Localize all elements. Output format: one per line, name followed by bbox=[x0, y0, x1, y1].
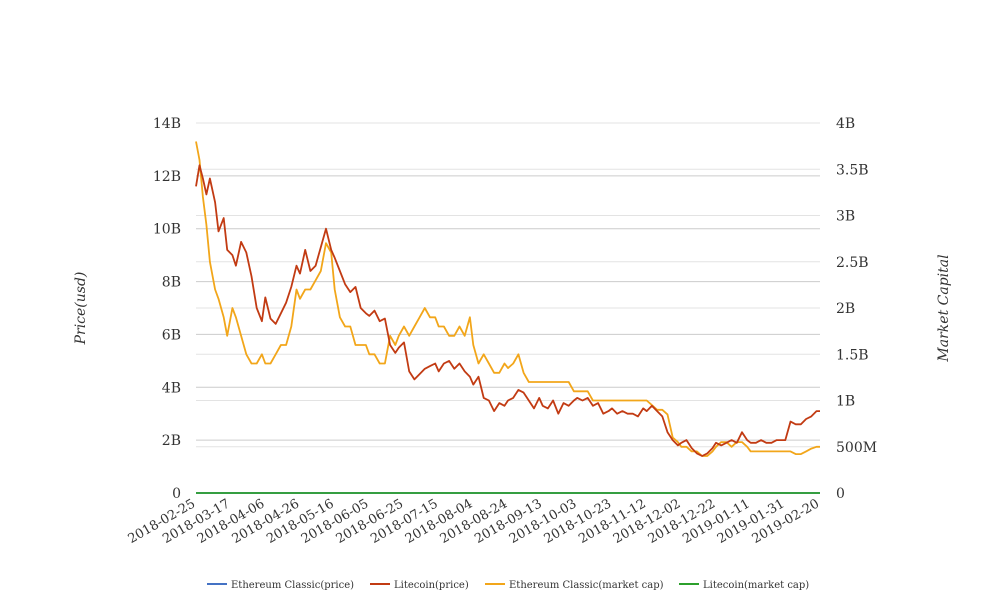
right-axis-title: Market Capital bbox=[936, 254, 952, 362]
legend-label: Ethereum Classic(price) bbox=[231, 580, 354, 591]
left-tick-label: 14B bbox=[153, 116, 181, 132]
right-tick-label: 4B bbox=[836, 116, 855, 132]
left-tick-label: 6B bbox=[162, 327, 181, 343]
left-axis-ticks: 0 2B 4B 6B 8B 10B 12B 14B bbox=[153, 116, 181, 502]
right-tick-label: 3B bbox=[836, 209, 855, 225]
x-axis-ticks: 2018-02-252018-03-172018-04-062018-04-26… bbox=[126, 496, 822, 546]
right-tick-label: 3.5B bbox=[836, 162, 869, 178]
series-line-ethereum-classic-market-cap bbox=[195, 141, 820, 457]
right-tick-label: 2.5B bbox=[836, 255, 869, 271]
legend-label: Ethereum Classic(market cap) bbox=[509, 580, 664, 591]
right-tick-label: 500M bbox=[836, 440, 877, 456]
right-tick-label: 2B bbox=[836, 301, 855, 317]
left-tick-label: 12B bbox=[153, 169, 181, 185]
series-lines bbox=[195, 141, 820, 494]
series-line-litecoin-price bbox=[195, 164, 820, 457]
left-tick-label: 0 bbox=[172, 486, 181, 502]
left-tick-label: 8B bbox=[162, 275, 181, 291]
right-tick-label: 0 bbox=[836, 486, 845, 502]
left-axis-title: Price(usd) bbox=[73, 272, 89, 346]
gridlines bbox=[196, 122, 820, 494]
right-tick-label: 1B bbox=[836, 394, 855, 410]
left-tick-label: 10B bbox=[153, 222, 181, 238]
left-tick-label: 2B bbox=[162, 433, 181, 449]
legend: Ethereum Classic(price) Litecoin(price) Et… bbox=[207, 580, 809, 591]
legend-label: Litecoin(price) bbox=[394, 580, 469, 591]
right-tick-label: 1.5B bbox=[836, 347, 869, 363]
left-tick-label: 4B bbox=[162, 380, 181, 396]
legend-label: Litecoin(market cap) bbox=[703, 580, 809, 591]
right-axis-ticks: 0 500M 1B 1.5B 2B 2.5B 3B 3.5B 4B bbox=[836, 116, 877, 502]
